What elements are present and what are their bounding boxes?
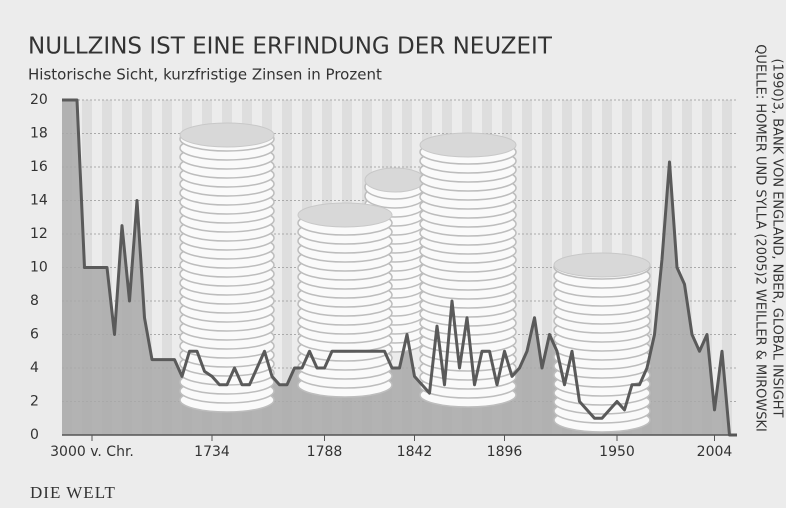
coin-stack	[554, 253, 650, 432]
coin-top	[298, 203, 392, 227]
y-tick-label: 2	[30, 394, 39, 410]
y-tick-label: 8	[30, 293, 39, 309]
x-tick-label: 1896	[487, 444, 523, 460]
x-tick-label: 3000 v. Chr.	[50, 444, 134, 460]
y-tick-label: 12	[30, 226, 48, 242]
x-tick-label: 1788	[307, 444, 343, 460]
chart: NULLZINS IST EINE ERFINDUNG DER NEUZEIT …	[0, 0, 786, 508]
y-tick-label: 0	[30, 427, 39, 443]
coin-top	[365, 168, 425, 192]
source-line: (1990)3, BANK VON ENGLAND, NBER, GLOBAL …	[770, 58, 785, 417]
y-tick-label: 18	[30, 126, 48, 142]
y-tick-label: 10	[30, 260, 48, 276]
coin-top	[180, 123, 274, 147]
chart-title: NULLZINS IST EINE ERFINDUNG DER NEUZEIT	[28, 34, 553, 60]
coin-stack	[180, 123, 274, 412]
y-tick-label: 6	[30, 327, 39, 343]
source-line: QUELLE: HOMER UND SYLLA (2005)2 WEILLER …	[753, 44, 768, 432]
chart-subtitle: Historische Sicht, kurzfristige Zinsen i…	[28, 66, 382, 84]
y-tick-label: 14	[30, 193, 48, 209]
x-tick-label: 1950	[599, 444, 635, 460]
y-tick-label: 16	[30, 159, 48, 175]
coin-top	[420, 133, 516, 157]
y-tick-label: 20	[30, 92, 48, 108]
x-tick-label: 2004	[697, 444, 733, 460]
y-tick-label: 4	[30, 360, 39, 376]
coin-top	[554, 253, 650, 277]
x-tick-label: 1842	[397, 444, 433, 460]
x-tick-label: 1734	[194, 444, 230, 460]
logo: DIE WELT	[30, 483, 116, 502]
coin-stack	[298, 203, 392, 397]
